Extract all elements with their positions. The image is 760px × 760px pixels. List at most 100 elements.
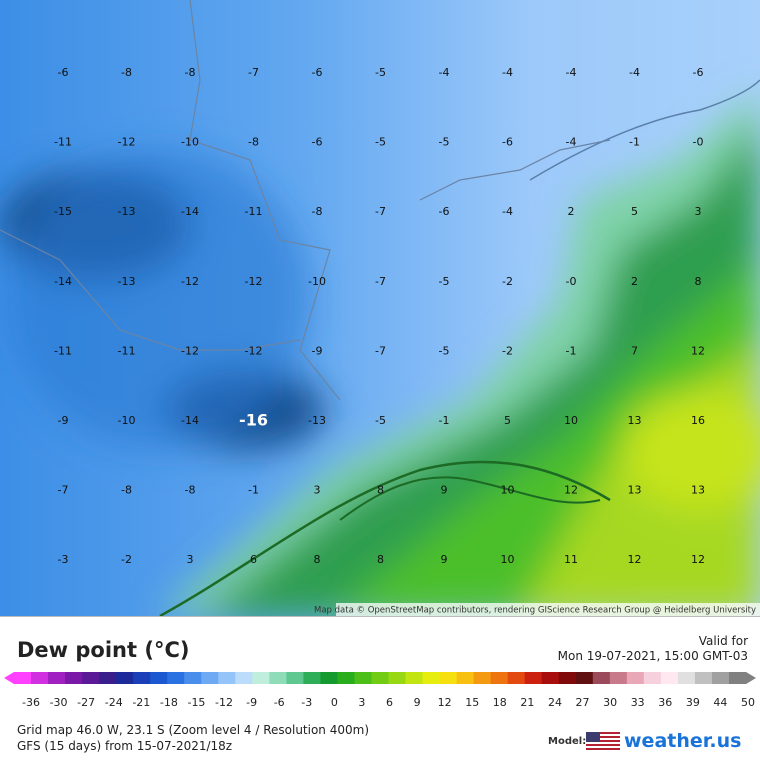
grid-value: -10 — [308, 275, 326, 288]
legend-swatch — [150, 672, 168, 684]
grid-value: -8 — [248, 136, 259, 149]
grid-value: -16 — [239, 411, 268, 430]
field-shading — [0, 90, 760, 616]
legend-swatch — [116, 672, 134, 684]
grid-value: 12 — [691, 553, 705, 566]
legend-swatch — [694, 672, 713, 684]
grid-value: 5 — [631, 205, 638, 218]
grid-value: -4 — [439, 66, 450, 79]
grid-value: -5 — [439, 136, 450, 149]
grid-value: -13 — [308, 414, 326, 427]
border — [189, 0, 341, 401]
legend-tick-label: -3 — [301, 696, 312, 709]
legend-swatch — [405, 672, 424, 684]
legend-tick-label: 9 — [414, 696, 421, 709]
legend-swatch — [558, 672, 577, 684]
grid-value: 13 — [628, 414, 642, 427]
grid-value: -12 — [181, 275, 199, 288]
legend-swatch — [524, 672, 543, 684]
grid-value: -8 — [185, 66, 196, 79]
grid-info: Grid map 46.0 W, 23.1 S (Zoom level 4 / … — [17, 723, 370, 737]
legend-tick-label: 24 — [548, 696, 562, 709]
grid-value: -0 — [566, 275, 577, 288]
legend-swatch — [269, 672, 287, 684]
legend-tick-label: 18 — [493, 696, 507, 709]
grid-value: -0 — [693, 136, 704, 149]
grid-value: -5 — [439, 275, 450, 288]
legend-tick-label: 36 — [658, 696, 672, 709]
model-label: Model: — [548, 736, 587, 747]
grid-value: -10 — [118, 414, 136, 427]
grid-value: 9 — [441, 553, 448, 566]
grid-value: -5 — [375, 414, 386, 427]
grid-value: -1 — [248, 484, 259, 497]
legend-swatch — [218, 672, 236, 684]
border — [0, 229, 301, 351]
legend-tick-label: 21 — [520, 696, 534, 709]
legend-tick-label: 50 — [741, 696, 755, 709]
legend-tick-label: 0 — [331, 696, 338, 709]
grid-value: -10 — [181, 136, 199, 149]
legend-swatch — [14, 672, 32, 684]
grid-value: 13 — [628, 484, 642, 497]
grid-value: -1 — [566, 344, 577, 357]
grid-value: 9 — [441, 484, 448, 497]
grid-value: 2 — [568, 205, 575, 218]
grid-value: -11 — [118, 344, 136, 357]
grid-value: 16 — [691, 414, 705, 427]
border — [419, 139, 611, 201]
legend-swatch — [133, 672, 151, 684]
legend-swatch — [711, 672, 730, 684]
legend-swatch — [337, 672, 355, 684]
grid-value: -7 — [375, 344, 386, 357]
legend-swatch — [422, 672, 441, 684]
grid-value: -4 — [566, 136, 577, 149]
grid-value: -5 — [439, 344, 450, 357]
legend-tick-label: 33 — [631, 696, 645, 709]
legend-tick-label: -27 — [77, 696, 95, 709]
grid-value: -14 — [54, 275, 72, 288]
legend-arrow — [4, 672, 14, 684]
grid-value: -1 — [439, 414, 450, 427]
legend-swatch — [99, 672, 117, 684]
legend-swatch — [541, 672, 560, 684]
legend-swatch — [167, 672, 185, 684]
grid-value: 13 — [691, 484, 705, 497]
grid-value: -2 — [121, 553, 132, 566]
legend-swatch — [507, 672, 526, 684]
grid-value: -4 — [629, 66, 640, 79]
grid-value: 8 — [695, 275, 702, 288]
brand[interactable]: weather.us — [624, 730, 742, 752]
legend: -36 -30 -27 -24 -21 -18 -15 -12 -9 -6 -3 0 3 6 9 12 15 18… — [4, 672, 756, 709]
grid-value: 3 — [695, 205, 702, 218]
grid-value: 12 — [691, 344, 705, 357]
legend-swatch — [48, 672, 66, 684]
grid-value: -5 — [375, 66, 386, 79]
grid-value: -14 — [181, 205, 199, 218]
legend-swatch — [626, 672, 645, 684]
grid-value: -12 — [245, 275, 263, 288]
grid-value: 8 — [377, 553, 384, 566]
legend-tick-label: 6 — [386, 696, 393, 709]
grid-value: -13 — [118, 205, 136, 218]
legend-tick-label: 39 — [686, 696, 700, 709]
legend-swatch — [388, 672, 407, 684]
legend-swatch — [303, 672, 321, 684]
legend-swatch — [660, 672, 679, 684]
grid-value: -12 — [118, 136, 136, 149]
valid-label: Valid for — [698, 634, 748, 648]
grid-value: -2 — [502, 275, 513, 288]
grid-value: -8 — [185, 484, 196, 497]
grid-value: -14 — [181, 414, 199, 427]
legend-swatch — [201, 672, 219, 684]
legend-swatch — [235, 672, 253, 684]
legend-tick-label: -12 — [215, 696, 233, 709]
legend-tick-label: -21 — [132, 696, 150, 709]
legend-tick-label: -24 — [105, 696, 123, 709]
flag — [586, 732, 620, 752]
legend-swatch — [65, 672, 83, 684]
legend-tick-label: -6 — [274, 696, 285, 709]
grid-value: -8 — [121, 484, 132, 497]
grid-value: -7 — [375, 275, 386, 288]
